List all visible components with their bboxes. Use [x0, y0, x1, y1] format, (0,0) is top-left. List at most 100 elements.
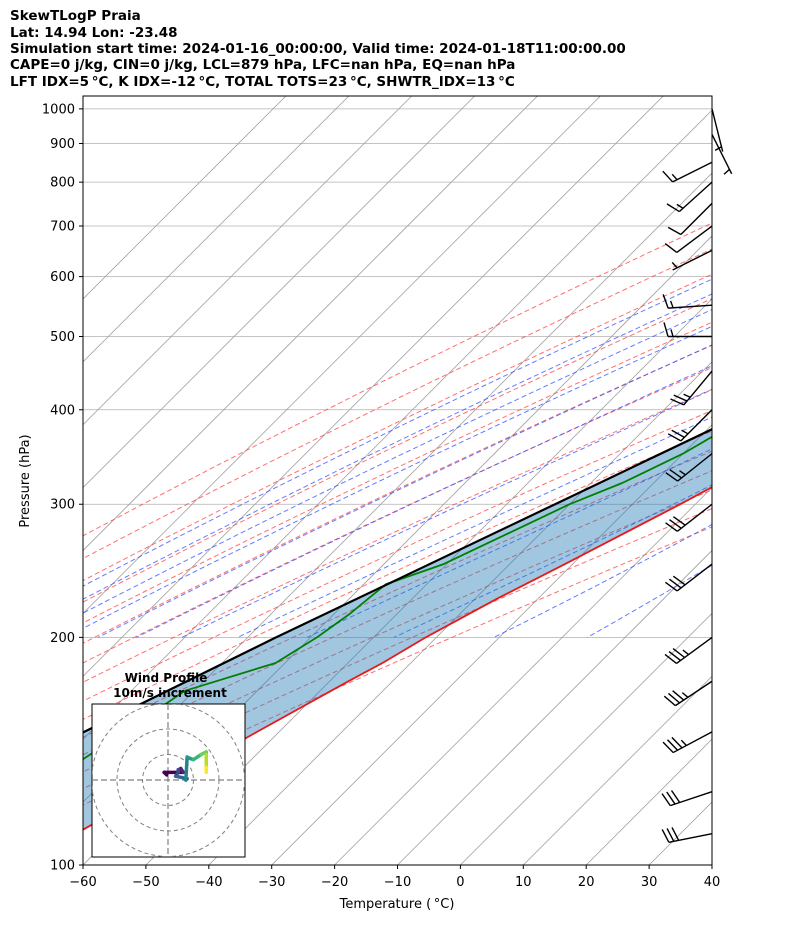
dry-adiabat-line — [83, 367, 712, 664]
barb-shaft — [672, 731, 713, 754]
y-tick-label: 800 — [50, 176, 75, 191]
isotherm-line — [711, 864, 712, 865]
barb-full — [661, 793, 671, 807]
moist-adiabat-line — [83, 293, 712, 600]
isotherm-line — [83, 96, 664, 677]
wind-barb — [663, 322, 712, 338]
x-axis-label: Temperature ( °C) — [339, 897, 455, 912]
wind-barb — [664, 636, 713, 664]
barb-full — [667, 433, 682, 442]
barb-shaft — [711, 134, 733, 175]
barb-shaft — [683, 370, 713, 406]
isotherm-line — [83, 96, 538, 552]
y-tick-label: 400 — [50, 403, 75, 418]
moist-adiabat-line — [237, 416, 712, 638]
isotherm-line — [271, 424, 712, 865]
barb-full — [663, 322, 669, 337]
isotherm-line — [523, 675, 712, 865]
wind-barb — [671, 249, 713, 271]
isotherm-line — [208, 361, 712, 865]
barb-shaft — [676, 503, 713, 532]
hodograph-inset: Wind Profile 10m/s increment — [91, 671, 246, 858]
barb-full — [665, 522, 678, 532]
barb-full — [673, 394, 688, 402]
x-tick-label: −30 — [258, 875, 285, 890]
dry-adiabat-line — [83, 430, 712, 720]
barb-half — [723, 168, 730, 175]
x-tick-label: −10 — [384, 875, 411, 890]
dry-adiabat-line — [83, 321, 712, 624]
wind-barb — [665, 563, 713, 592]
profile-lines — [83, 428, 712, 831]
barb-shaft — [677, 453, 713, 482]
wind-barb — [670, 370, 713, 406]
barb-full — [662, 170, 674, 183]
wind-barb — [662, 294, 713, 309]
y-axis-label: Pressure (hPa) — [18, 434, 33, 527]
wind-barb — [664, 225, 713, 253]
barb-shaft — [675, 680, 713, 707]
barb-full — [668, 578, 682, 589]
isotherm-line — [334, 487, 712, 865]
dry-adiabat-line — [83, 273, 712, 582]
barb-shaft — [672, 249, 713, 271]
wind-barb — [663, 680, 713, 707]
barb-full — [661, 829, 670, 843]
barb-half — [682, 649, 690, 656]
y-tick-label: 900 — [50, 137, 75, 152]
hodograph-segment — [184, 755, 189, 782]
hodograph-title: Wind Profile — [125, 671, 208, 685]
moist-adiabat-line — [83, 325, 712, 629]
y-tick-label: 200 — [50, 631, 75, 646]
y-tick-label: 100 — [50, 859, 75, 874]
wind-barb — [711, 134, 733, 175]
isotherm-line — [83, 109, 712, 740]
barb-full — [672, 690, 685, 701]
barb-shaft — [672, 161, 713, 183]
barb-half — [680, 739, 687, 746]
wind-barbs — [661, 108, 733, 844]
barb-full — [666, 828, 675, 842]
location-label: Lat: 14.94 Lon: -23.48 — [10, 25, 178, 41]
barb-half — [681, 692, 689, 698]
barb-half — [681, 429, 689, 435]
wind-barb — [666, 181, 713, 213]
wind-barb — [665, 453, 713, 482]
isotherm-line — [83, 96, 287, 300]
barb-shaft — [676, 563, 713, 592]
y-tick-label: 1000 — [42, 102, 75, 117]
isotherm-line — [83, 96, 412, 426]
y-tick-label: 500 — [50, 330, 75, 345]
x-tick-label: 30 — [641, 875, 658, 890]
barb-full — [662, 741, 674, 754]
moist-adiabat-line — [136, 365, 712, 638]
isotherm-line — [83, 96, 350, 363]
barb-full — [666, 791, 676, 805]
barb-full — [672, 648, 686, 659]
barb-full — [662, 294, 669, 309]
isotherm-line — [83, 96, 601, 614]
hodograph-ring — [92, 704, 245, 857]
isotherm-line — [397, 549, 712, 865]
barb-shaft — [676, 225, 713, 253]
barb-full — [668, 692, 681, 704]
x-tick-label: −60 — [69, 875, 96, 890]
barb-half — [669, 300, 674, 309]
dry-adiabat-line — [83, 248, 712, 560]
wind-barb — [665, 503, 713, 532]
x-tick-label: 40 — [704, 875, 721, 890]
barb-full — [667, 226, 682, 236]
barb-full — [673, 516, 686, 526]
x-tick-label: 10 — [515, 875, 532, 890]
barb-full — [670, 790, 681, 803]
moist-adiabat-line — [587, 564, 712, 638]
cape-indices-label: CAPE=0 j/kg, CIN=0 j/kg, LCL=879 hPa, LF… — [10, 57, 516, 73]
dry-adiabat-line — [83, 470, 712, 756]
moist-adiabat-line — [83, 308, 712, 614]
hodograph-subtitle: 10m/s increment — [113, 686, 227, 700]
dry-adiabat-line — [83, 526, 712, 806]
wind-barb — [661, 827, 713, 844]
y-axis: 1000 900 800 700 600 500 400 300 200 100 — [42, 102, 83, 874]
barb-shaft — [680, 202, 713, 235]
y-tick-label: 600 — [50, 270, 75, 285]
